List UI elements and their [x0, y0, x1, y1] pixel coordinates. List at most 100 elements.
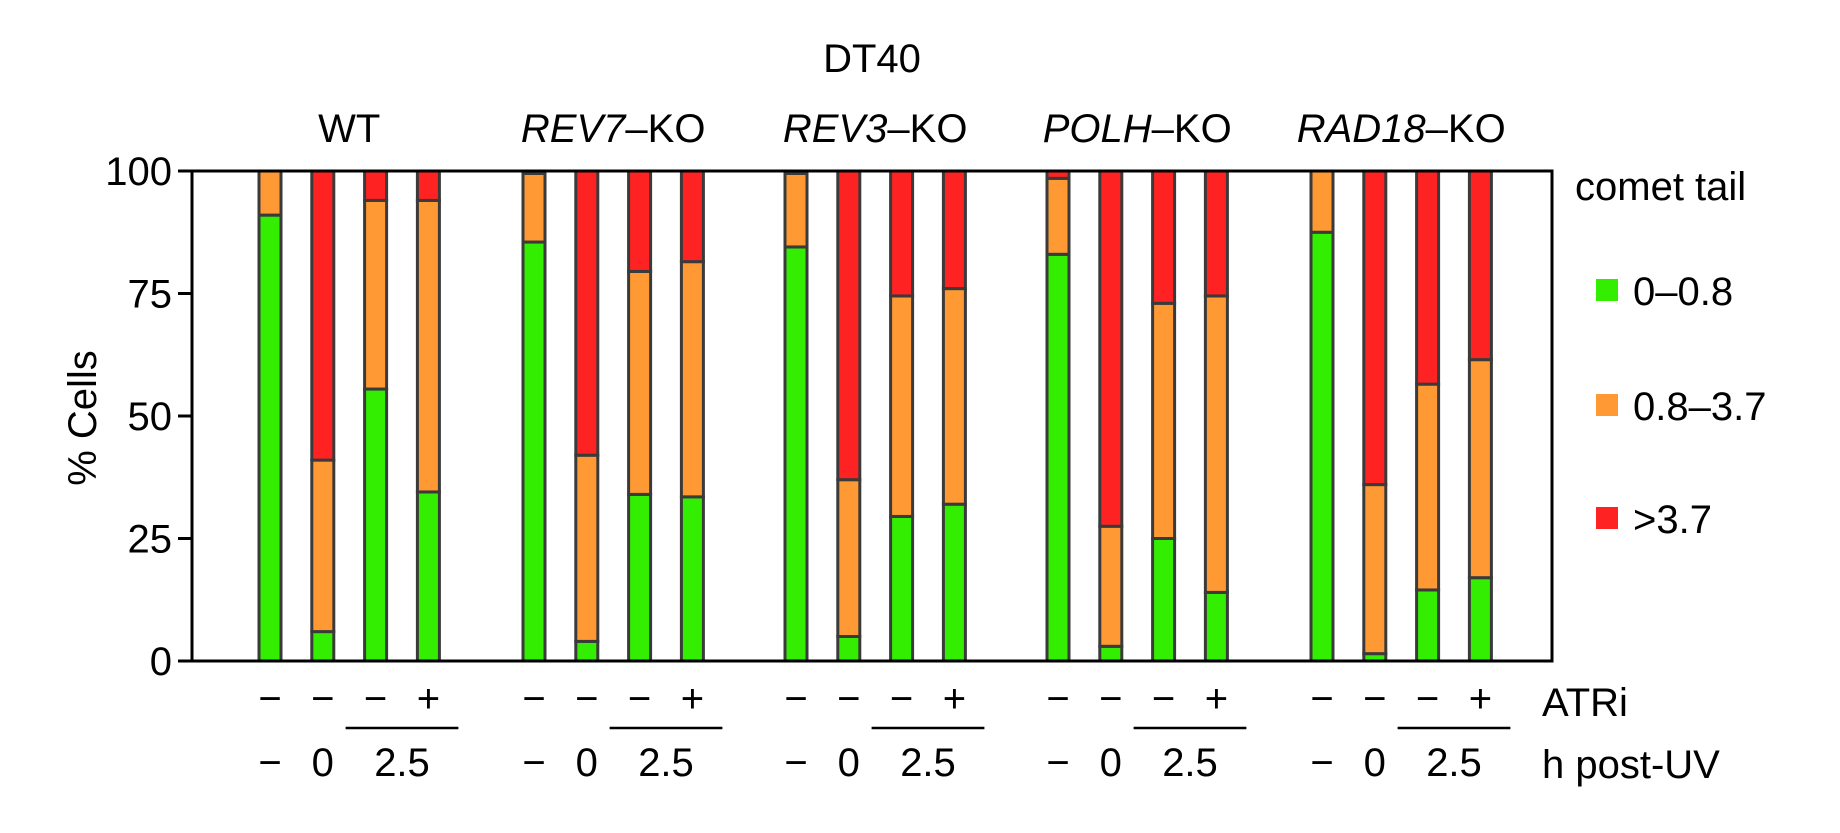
bar-segment-mid: [1467, 358, 1493, 580]
bar-segment-high: [1415, 169, 1441, 386]
atri-value: −: [1310, 677, 1333, 721]
atri-value: +: [1205, 677, 1228, 721]
atri-value: −: [1046, 677, 1069, 721]
bar-segment-low: [1309, 230, 1335, 663]
bar-segment-high: [1151, 169, 1177, 305]
time-value: −: [258, 741, 281, 785]
bar-segment-mid: [415, 198, 441, 494]
bar-segment-mid: [1203, 294, 1229, 594]
legend-swatch-low: [1596, 279, 1618, 301]
time-value: 0: [838, 741, 860, 785]
bar-segment-mid: [310, 458, 336, 634]
bar-segment-mid: [521, 171, 547, 244]
legend: comet tail 0–0.8 0.8–3.7 >3.7: [1575, 165, 1766, 542]
y-tick-label: 100: [105, 150, 172, 194]
bar-segment-high: [310, 169, 336, 462]
time-value: 0: [1364, 741, 1386, 785]
time-value: 2.5: [1162, 741, 1218, 785]
atri-value: −: [522, 677, 545, 721]
bar-segment-low: [1467, 576, 1493, 663]
bars-layer: [257, 169, 1493, 663]
bar-segment-mid: [783, 171, 809, 249]
bar-segment-high: [415, 169, 441, 202]
bar-segment-low: [783, 245, 809, 663]
bar-segment-low: [1098, 644, 1124, 663]
bar-segment-low: [574, 639, 600, 663]
bar-segment-low: [521, 240, 547, 663]
bar-segment-low: [1415, 588, 1441, 663]
bar-segment-low: [310, 630, 336, 663]
row-labels: ATRi h post-UV: [1542, 681, 1720, 787]
bar-segment-low: [1151, 537, 1177, 663]
time-value: −: [522, 741, 545, 785]
bar-segment-high: [363, 169, 389, 202]
y-tick-label: 0: [150, 640, 172, 684]
bar-segment-mid: [889, 294, 915, 518]
bar-segment-mid: [1415, 382, 1441, 592]
bar-segment-high: [679, 169, 705, 264]
condition-rows: − − − +− 0 2.5− − − +− 0 2.5− − − +− 0 2.5− − − +− 0 2.5− − − +…: [258, 677, 1511, 785]
bar-segment-high: [1203, 169, 1229, 298]
bar-segment-high: [836, 169, 862, 482]
time-value: 0: [576, 741, 598, 785]
atri-value: +: [1469, 677, 1492, 721]
bar-segment-high: [889, 169, 915, 298]
bar-segment-mid: [257, 169, 283, 217]
bar-segment-mid: [574, 453, 600, 643]
y-axis-ticks: 0 25 50 75 100: [105, 150, 192, 684]
legend-label-high: >3.7: [1633, 498, 1712, 542]
group-label-suffix: –KO: [625, 107, 705, 151]
legend-label-low: 0–0.8: [1633, 270, 1733, 314]
group-label: REV3–KO: [783, 107, 968, 151]
time-value: 0: [312, 741, 334, 785]
bar-segment-low: [363, 387, 389, 663]
row-label-atri: ATRi: [1542, 681, 1628, 725]
atri-value: +: [943, 677, 966, 721]
bar-segment-mid: [941, 287, 967, 506]
atri-value: −: [784, 677, 807, 721]
bar-segment-low: [1045, 252, 1071, 663]
atri-value: −: [311, 677, 334, 721]
bar-segment-high: [1467, 169, 1493, 362]
bar-segment-high: [627, 169, 653, 273]
bar-segment-low: [679, 495, 705, 663]
group-label: REV7–KO: [521, 107, 706, 151]
group-label: RAD18–KO: [1297, 107, 1506, 151]
bar-segment-high: [1098, 169, 1124, 528]
group-label: POLH–KO: [1043, 107, 1232, 151]
group-label-gene: REV3: [783, 107, 888, 151]
bar-segment-low: [1203, 590, 1229, 663]
bar-segment-low: [257, 213, 283, 663]
bar-segment-mid: [1309, 169, 1335, 234]
atri-value: −: [258, 677, 281, 721]
legend-label-mid: 0.8–3.7: [1633, 385, 1766, 429]
plot-frame: [190, 169, 1554, 663]
atri-value: −: [1416, 677, 1439, 721]
group-label-gene: POLH: [1043, 107, 1152, 151]
group-label-suffix: –KO: [887, 107, 967, 151]
legend-swatch-high: [1596, 507, 1618, 529]
group-label-gene: RAD18: [1297, 107, 1427, 151]
group-label-suffix: WT: [318, 107, 380, 151]
bar-segment-mid: [836, 478, 862, 639]
atri-value: −: [1363, 677, 1386, 721]
bar-segment-low: [415, 490, 441, 663]
bar-segment-mid: [679, 260, 705, 499]
atri-value: −: [890, 677, 913, 721]
atri-value: −: [628, 677, 651, 721]
legend-swatch-mid: [1596, 394, 1618, 416]
atri-value: −: [364, 677, 387, 721]
group-labels: WT REV7–KO REV3–KO POLH–KO RAD18–KO: [318, 107, 1506, 151]
bar-segment-low: [941, 502, 967, 663]
bar-segment-mid: [1151, 301, 1177, 540]
bar-segment-mid: [1045, 176, 1071, 256]
time-value: −: [1310, 741, 1333, 785]
bar-segment-mid: [1098, 524, 1124, 648]
y-axis-label: % Cells: [61, 350, 105, 486]
chart-title: DT40: [823, 37, 921, 81]
atri-value: −: [837, 677, 860, 721]
bar-segment-high: [1362, 169, 1388, 487]
atri-value: −: [1152, 677, 1175, 721]
atri-value: +: [417, 677, 440, 721]
